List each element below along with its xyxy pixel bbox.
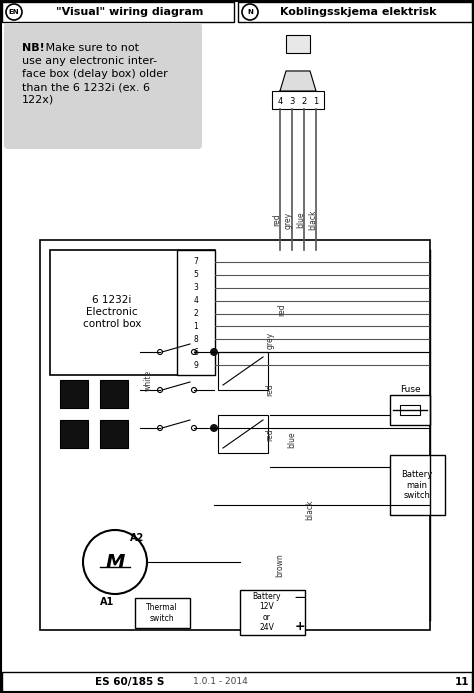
Text: +: + — [295, 620, 305, 633]
Bar — [238, 2, 472, 22]
Text: red: red — [265, 429, 274, 441]
Text: 6 1232i
Electronic
control box: 6 1232i Electronic control box — [83, 295, 141, 328]
Text: N: N — [247, 9, 253, 15]
Text: red: red — [265, 384, 274, 396]
Text: black: black — [306, 500, 315, 520]
Text: Koblingsskjema elektrisk: Koblingsskjema elektrisk — [280, 7, 436, 17]
Text: 4: 4 — [193, 296, 199, 305]
Text: 4: 4 — [277, 96, 283, 105]
FancyBboxPatch shape — [4, 23, 202, 149]
Text: 2: 2 — [193, 309, 199, 318]
Text: black: black — [308, 210, 317, 230]
Text: 6: 6 — [193, 348, 199, 357]
Circle shape — [157, 349, 163, 355]
Bar — [2, 2, 234, 22]
Circle shape — [83, 530, 147, 594]
Text: 3: 3 — [289, 96, 295, 105]
Text: blue: blue — [296, 211, 305, 228]
Text: 1: 1 — [313, 96, 319, 105]
Text: −: − — [293, 590, 306, 606]
Text: brown: brown — [275, 553, 284, 577]
Bar — [135, 598, 190, 628]
Text: 8: 8 — [193, 335, 199, 344]
Bar — [40, 240, 430, 630]
Text: face box (delay box) older: face box (delay box) older — [22, 69, 168, 79]
Text: than the 6 1232i (ex. 6: than the 6 1232i (ex. 6 — [22, 82, 150, 92]
Bar — [177, 250, 215, 375]
Circle shape — [210, 424, 218, 432]
Text: EN: EN — [9, 9, 19, 15]
Polygon shape — [280, 71, 316, 91]
Text: blue: blue — [288, 432, 297, 448]
Circle shape — [210, 348, 218, 356]
Text: "Visual" wiring diagram: "Visual" wiring diagram — [56, 7, 204, 17]
Circle shape — [157, 387, 163, 392]
Text: Thermal
switch: Thermal switch — [146, 604, 178, 623]
Text: grey: grey — [265, 331, 274, 349]
Circle shape — [242, 4, 258, 20]
Text: 7: 7 — [193, 258, 199, 267]
Text: Battery
12V
or
24V: Battery 12V or 24V — [253, 592, 281, 632]
Text: 122x): 122x) — [22, 95, 54, 105]
Text: A2: A2 — [130, 533, 144, 543]
Bar — [60, 380, 88, 408]
Text: 9: 9 — [193, 360, 199, 369]
Bar — [272, 91, 324, 109]
Text: red: red — [277, 304, 286, 316]
Circle shape — [191, 426, 197, 430]
Bar — [286, 35, 310, 53]
Circle shape — [157, 426, 163, 430]
Text: 1.0.1 - 2014: 1.0.1 - 2014 — [192, 678, 247, 687]
Circle shape — [191, 387, 197, 392]
Bar — [390, 395, 430, 425]
Bar — [240, 590, 305, 635]
Text: grey: grey — [284, 211, 293, 229]
Bar — [400, 405, 420, 415]
Text: 2: 2 — [301, 96, 307, 105]
Circle shape — [191, 349, 197, 355]
Text: Make sure to not: Make sure to not — [42, 43, 139, 53]
Text: ES 60/185 S: ES 60/185 S — [95, 677, 164, 687]
Text: 5: 5 — [193, 270, 199, 279]
Circle shape — [6, 4, 22, 20]
Bar — [218, 352, 268, 390]
Bar — [390, 455, 445, 515]
Bar — [100, 420, 128, 448]
Text: red: red — [272, 213, 281, 227]
Text: white: white — [144, 369, 153, 391]
Bar — [2, 672, 472, 692]
Text: Battery
main
switch: Battery main switch — [401, 470, 433, 500]
Bar — [100, 380, 128, 408]
Text: NB!: NB! — [22, 43, 45, 53]
Text: M: M — [105, 552, 125, 572]
Text: A1: A1 — [100, 597, 114, 607]
Text: Fuse: Fuse — [400, 385, 420, 394]
Bar — [50, 250, 215, 375]
Text: use any electronic inter-: use any electronic inter- — [22, 56, 157, 66]
Text: 1: 1 — [193, 322, 199, 331]
Bar — [218, 415, 268, 453]
Text: 3: 3 — [193, 283, 199, 292]
Bar — [60, 420, 88, 448]
Text: 11: 11 — [455, 677, 469, 687]
